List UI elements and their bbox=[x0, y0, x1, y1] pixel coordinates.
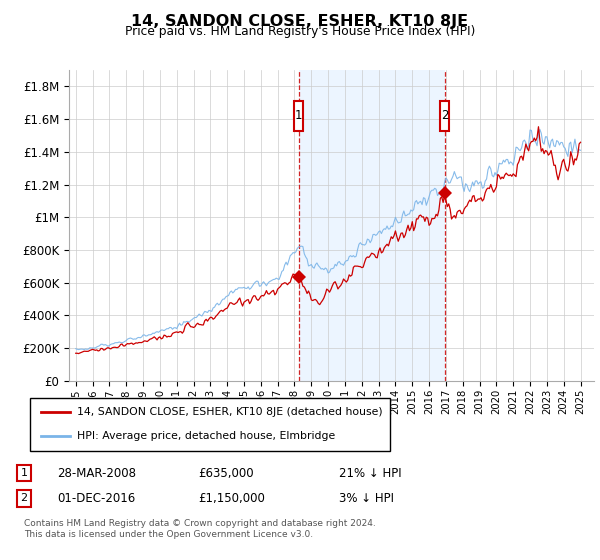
Text: HPI: Average price, detached house, Elmbridge: HPI: Average price, detached house, Elmb… bbox=[77, 431, 335, 441]
Text: 2: 2 bbox=[20, 493, 28, 503]
Bar bbox=[440, 101, 449, 130]
Text: £1,150,000: £1,150,000 bbox=[198, 492, 265, 505]
Text: 01-DEC-2016: 01-DEC-2016 bbox=[57, 492, 135, 505]
Text: Contains HM Land Registry data © Crown copyright and database right 2024.
This d: Contains HM Land Registry data © Crown c… bbox=[24, 520, 376, 539]
Text: 1: 1 bbox=[20, 468, 28, 478]
Text: 1: 1 bbox=[295, 109, 302, 122]
Bar bbox=[294, 101, 304, 130]
Text: £635,000: £635,000 bbox=[198, 466, 254, 480]
Text: 21% ↓ HPI: 21% ↓ HPI bbox=[339, 466, 401, 480]
Text: 28-MAR-2008: 28-MAR-2008 bbox=[57, 466, 136, 480]
Text: 14, SANDON CLOSE, ESHER, KT10 8JE (detached house): 14, SANDON CLOSE, ESHER, KT10 8JE (detac… bbox=[77, 408, 382, 418]
Text: 2: 2 bbox=[441, 109, 448, 122]
Text: 14, SANDON CLOSE, ESHER, KT10 8JE: 14, SANDON CLOSE, ESHER, KT10 8JE bbox=[131, 14, 469, 29]
Text: Price paid vs. HM Land Registry's House Price Index (HPI): Price paid vs. HM Land Registry's House … bbox=[125, 25, 475, 38]
Text: 3% ↓ HPI: 3% ↓ HPI bbox=[339, 492, 394, 505]
